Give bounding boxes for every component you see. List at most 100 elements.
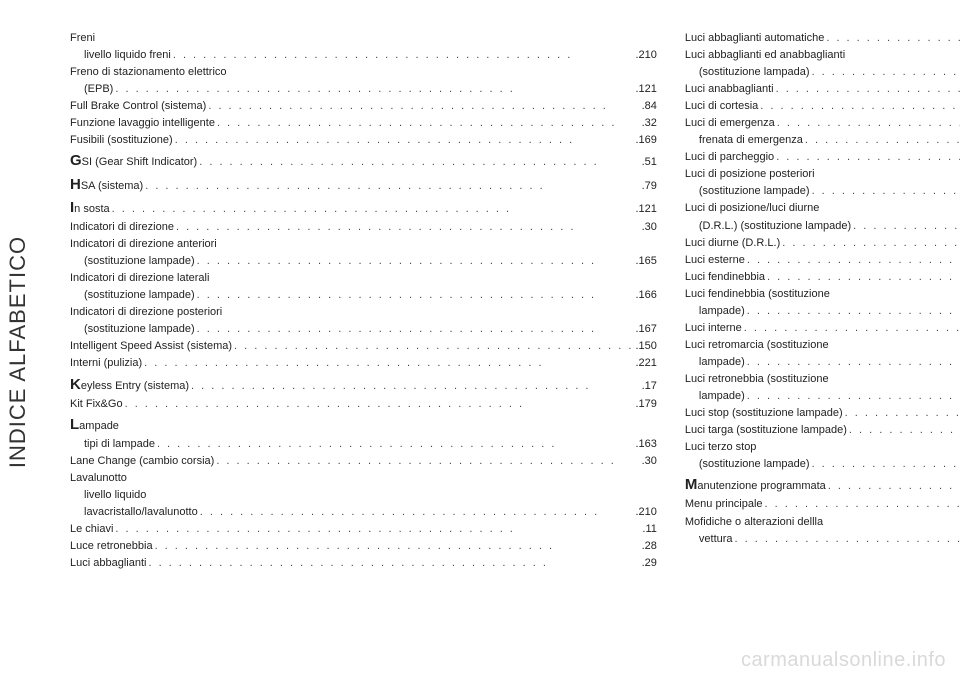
entry-label: Kit Fix&Go	[70, 396, 123, 413]
entry-label: Mofidiche o alterazioni dellla	[685, 514, 823, 531]
entry-label: (sostituzione lampade)	[84, 321, 195, 338]
index-entry: Kit Fix&Go. . . . . . . . . . . . . . . …	[70, 396, 657, 413]
leader-dots: . . . . . . . . . . . . . . . . . . . . …	[195, 253, 636, 270]
leader-dots: . . . . . . . . . . . . . . . . . . . . …	[153, 538, 642, 555]
index-subentry: lavacristallo/lavalunotto. . . . . . . .…	[70, 504, 657, 521]
index-entry: Luci retronebbia (sostituzione	[685, 371, 960, 388]
index-entry: Indicatori di direzione anteriori	[70, 236, 657, 253]
index-column-1: Frenilivello liquido freni. . . . . . . …	[70, 30, 657, 648]
entry-label: Luci abbaglianti	[70, 555, 146, 572]
index-subentry: (sostituzione lampade). . . . . . . . . …	[70, 253, 657, 270]
index-entry: Luci fendinebbia (sostituzione	[685, 286, 960, 303]
index-entry: Luci abbaglianti automatiche. . . . . . …	[685, 30, 960, 47]
entry-label: (EPB)	[84, 81, 113, 98]
index-subentry: lampade). . . . . . . . . . . . . . . . …	[685, 303, 960, 320]
page-number: .221	[635, 355, 656, 372]
page-number: .30	[642, 219, 657, 236]
leader-dots: . . . . . . . . . . . . . . . . . . . . …	[851, 218, 960, 235]
section-letter: M	[685, 476, 698, 493]
page-number: .30	[642, 453, 657, 470]
entry-label: Luci interne	[685, 320, 742, 337]
entry-label: frenata di emergenza	[699, 132, 803, 149]
index-entry: Indicatori di direzione. . . . . . . . .…	[70, 219, 657, 236]
page-number: .121	[635, 81, 656, 98]
index-subentry: livello liquido freni. . . . . . . . . .…	[70, 47, 657, 64]
leader-dots: . . . . . . . . . . . . . . . . . . . . …	[763, 496, 960, 513]
page-number: .32	[642, 115, 657, 132]
page-number: .84	[642, 98, 657, 115]
index-subentry: (sostituzione lampade). . . . . . . . . …	[70, 287, 657, 304]
entry-label: Luci di cortesia	[685, 98, 758, 115]
index-page: INDICE ALFABETICO Frenilivello liquido f…	[0, 0, 960, 678]
page-number: .167	[635, 321, 656, 338]
entry-label: (sostituzione lampade)	[699, 456, 810, 473]
index-entry: Lavalunotto	[70, 470, 657, 487]
leader-dots: . . . . . . . . . . . . . . . . . . . . …	[123, 396, 636, 413]
index-entry: Luci abbaglianti ed anabbaglianti	[685, 47, 960, 64]
entry-label: Manutenzione programmata	[685, 473, 826, 496]
index-entry: Indicatori di direzione posteriori	[70, 304, 657, 321]
leader-dots: . . . . . . . . . . . . . . . . . . . . …	[810, 64, 960, 81]
page-number: .51	[642, 154, 657, 171]
index-columns: Frenilivello liquido freni. . . . . . . …	[70, 30, 920, 648]
page-number: .169	[635, 132, 656, 149]
entry-label: lampade)	[699, 303, 745, 320]
leader-dots: . . . . . . . . . . . . . . . . . . . . …	[774, 149, 960, 166]
index-entry: Luci anabbaglianti. . . . . . . . . . . …	[685, 81, 960, 98]
entry-label: Menu principale	[685, 496, 763, 513]
entry-label: Luci retronebbia (sostituzione	[685, 371, 829, 388]
index-entry: Keyless Entry (sistema). . . . . . . . .…	[70, 373, 657, 396]
leader-dots: . . . . . . . . . . . . . . . . . . . . …	[775, 115, 960, 132]
index-subentry: tipi di lampade. . . . . . . . . . . . .…	[70, 436, 657, 453]
index-entry: Fusibili (sostituzione). . . . . . . . .…	[70, 132, 657, 149]
index-entry: Menu principale. . . . . . . . . . . . .…	[685, 496, 960, 513]
index-entry: Luci di parcheggio. . . . . . . . . . . …	[685, 149, 960, 166]
entry-label: Luci di parcheggio	[685, 149, 774, 166]
entry-label: Lampade	[70, 413, 119, 436]
index-subentry: lampade). . . . . . . . . . . . . . . . …	[685, 388, 960, 405]
leader-dots: . . . . . . . . . . . . . . . . . . . . …	[215, 115, 642, 132]
leader-dots: . . . . . . . . . . . . . . . . . . . . …	[758, 98, 960, 115]
leader-dots: . . . . . . . . . . . . . . . . . . . . …	[843, 405, 960, 422]
index-entry: Funzione lavaggio intelligente. . . . . …	[70, 115, 657, 132]
entry-label: (sostituzione lampada)	[699, 64, 810, 81]
leader-dots: . . . . . . . . . . . . . . . . . . . . …	[206, 98, 641, 115]
index-entry: GSI (Gear Shift Indicator). . . . . . . …	[70, 149, 657, 172]
entry-label: Luci di posizione/luci diurne	[685, 200, 820, 217]
entry-label: Freno di stazionamento elettrico	[70, 64, 227, 81]
entry-label: livello liquido	[84, 487, 146, 504]
leader-dots: . . . . . . . . . . . . . . . . . . . . …	[803, 132, 960, 149]
entry-label: lampade)	[699, 354, 745, 371]
index-entry: Freni	[70, 30, 657, 47]
leader-dots: . . . . . . . . . . . . . . . . . . . . …	[142, 355, 635, 372]
page-number: .11	[642, 521, 656, 538]
leader-dots: . . . . . . . . . . . . . . . . . . . . …	[189, 378, 642, 395]
section-letter: L	[70, 416, 79, 433]
index-entry: Luci diurne (D.R.L.). . . . . . . . . . …	[685, 235, 960, 252]
leader-dots: . . . . . . . . . . . . . . . . . . . . …	[826, 478, 960, 495]
index-subentry: (D.R.L.) (sostituzione lampade). . . . .…	[685, 218, 960, 235]
entry-label: lavacristallo/lavalunotto	[84, 504, 198, 521]
section-letter: G	[70, 152, 82, 169]
index-entry: Intelligent Speed Assist (sistema). . . …	[70, 338, 657, 355]
entry-label: Indicatori di direzione anteriori	[70, 236, 217, 253]
leader-dots: . . . . . . . . . . . . . . . . . . . . …	[155, 436, 636, 453]
leader-dots: . . . . . . . . . . . . . . . . . . . . …	[745, 354, 960, 371]
page-number: .179	[635, 396, 656, 413]
index-subentry: (EPB). . . . . . . . . . . . . . . . . .…	[70, 81, 657, 98]
entry-label: GSI (Gear Shift Indicator)	[70, 149, 197, 172]
entry-label: Fusibili (sostituzione)	[70, 132, 173, 149]
leader-dots: . . . . . . . . . . . . . . . . . . . . …	[745, 388, 960, 405]
index-entry: Luci targa (sostituzione lampade). . . .…	[685, 422, 960, 439]
index-entry: HSA (sistema). . . . . . . . . . . . . .…	[70, 173, 657, 196]
index-entry: Manutenzione programmata. . . . . . . . …	[685, 473, 960, 496]
entry-label: In sosta	[70, 196, 110, 219]
index-entry: Mofidiche o alterazioni dellla	[685, 514, 960, 531]
entry-label: Luci abbaglianti automatiche	[685, 30, 824, 47]
entry-label: Luci anabbaglianti	[685, 81, 774, 98]
entry-label: Luci esterne	[685, 252, 745, 269]
index-subentry: (sostituzione lampada). . . . . . . . . …	[685, 64, 960, 81]
entry-label: Freni	[70, 30, 95, 47]
leader-dots: . . . . . . . . . . . . . . . . . . . . …	[146, 555, 641, 572]
index-entry: Luci interne. . . . . . . . . . . . . . …	[685, 320, 960, 337]
